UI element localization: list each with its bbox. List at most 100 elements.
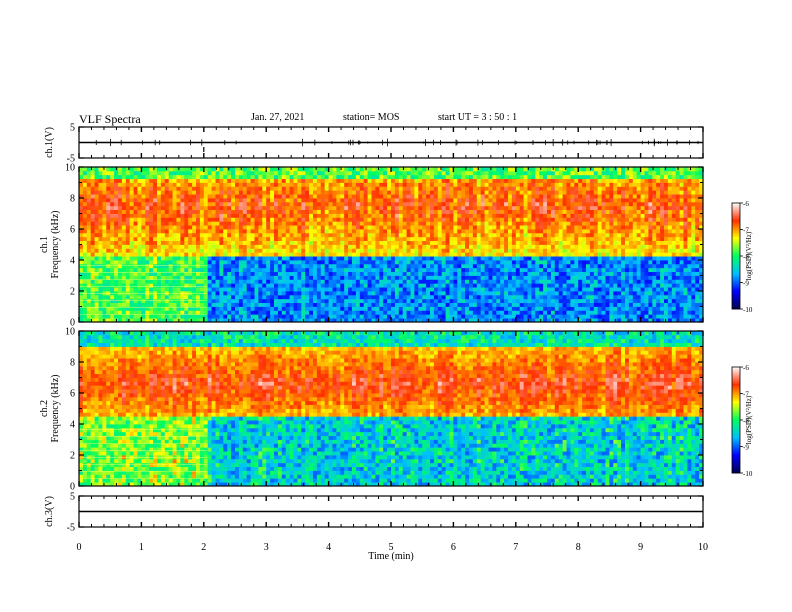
spectrogram-cell: [414, 310, 419, 315]
spectrogram-cell: [231, 194, 236, 199]
spectrogram-cell: [437, 260, 443, 265]
spectrogram-cell: [328, 275, 333, 280]
spectrogram-cell: [199, 263, 205, 269]
spectrogram-cell: [246, 283, 251, 288]
spectrogram-cell: [176, 209, 181, 214]
spectrogram-cell: [352, 291, 357, 296]
spectrogram-cell: [480, 232, 485, 238]
spectrogram-cell: [160, 318, 166, 322]
spectrogram-cell: [371, 267, 376, 273]
spectrogram-cell: [196, 310, 201, 315]
spectrogram-cell: [488, 244, 493, 249]
spectrogram-cell: [508, 182, 513, 187]
spectrogram-cell: [231, 318, 236, 322]
spectrogram-cell: [500, 271, 505, 276]
spectrogram-cell: [324, 260, 329, 265]
spectrogram-cell: [465, 298, 470, 304]
spectrogram-cell: [511, 271, 517, 276]
spectrogram-cell: [469, 314, 474, 319]
spectrogram-cell: [242, 240, 248, 245]
spectrogram-cell: [196, 248, 201, 253]
spectrogram-cell: [188, 178, 193, 183]
spectrogram-cell: [297, 314, 302, 319]
spectrogram-cell: [137, 271, 142, 276]
spectrogram-cell: [437, 294, 443, 300]
spectrogram-cell: [192, 306, 197, 311]
spectrogram-cell: [484, 221, 489, 226]
spectrogram-cell: [250, 221, 255, 226]
spectrogram-cell: [469, 186, 474, 191]
spectrogram-cell: [352, 229, 357, 234]
spectrogram-cell: [219, 174, 224, 180]
spectrogram-cell: [414, 186, 419, 191]
spectrogram-cell: [492, 213, 497, 218]
spectrogram-cell: [543, 244, 548, 249]
spectrogram-cell: [515, 198, 521, 203]
spectrogram-cell: [449, 287, 454, 292]
spectrogram-cell: [90, 283, 95, 288]
spectrogram-cell: [324, 287, 329, 292]
spectrogram-cell: [476, 318, 482, 322]
spectrogram-cell: [180, 170, 185, 176]
spectrogram-cell: [238, 182, 244, 187]
spectrogram-cell: [511, 221, 517, 226]
spectrogram-cell: [289, 194, 294, 199]
spectrogram-cell: [539, 186, 544, 191]
spectrogram-cell: [153, 279, 158, 284]
spectrogram-cell: [289, 291, 294, 296]
spectrogram-cell: [293, 217, 298, 222]
spectrogram-cell: [160, 178, 166, 183]
spectrogram-cell: [266, 252, 271, 257]
spectrogram-cell: [554, 190, 560, 195]
spectrogram-cell: [168, 229, 173, 234]
spectrogram-cell: [472, 229, 478, 234]
spectrogram-cell: [110, 194, 115, 199]
spectrogram-cell: [196, 170, 201, 176]
spectrogram-cell: [168, 260, 173, 265]
spectrogram-cell: [492, 178, 497, 183]
spectrogram-cell: [500, 201, 505, 207]
spectrogram-cell: [441, 260, 446, 265]
spectrogram-cell: [215, 248, 220, 253]
spectrogram-cell: [254, 283, 259, 288]
spectrogram-cell: [231, 302, 236, 307]
spectrogram-cell: [422, 205, 427, 211]
spectrogram-cell: [457, 201, 462, 207]
spectrogram-cell: [476, 201, 482, 207]
spectrogram-cell: [418, 167, 423, 172]
spectrogram-cell: [110, 252, 115, 257]
spectrogram-cell: [492, 318, 497, 322]
spectrogram-cell: [188, 201, 193, 207]
spectrogram-cell: [285, 194, 290, 199]
spectrogram-cell: [172, 314, 177, 319]
spectrogram-cell: [293, 225, 298, 230]
spectrogram-cell: [492, 271, 497, 276]
spectrogram-cell: [324, 283, 329, 288]
spectrogram-cell: [184, 170, 189, 176]
spectrogram-cell: [258, 306, 263, 311]
spectrogram-cell: [441, 314, 446, 319]
spectrogram-cell: [110, 232, 115, 238]
spectrogram-cell: [281, 213, 287, 218]
spectrogram-cell: [515, 182, 521, 187]
spectrogram-cell: [157, 314, 162, 319]
spectrogram-cell: [519, 275, 524, 280]
spectrogram-cell: [137, 205, 142, 211]
spectrogram-cell: [270, 283, 275, 288]
spectrogram-cell: [547, 186, 552, 191]
spectrogram-cell: [523, 318, 528, 322]
spectrogram-cell: [270, 194, 275, 199]
spectrogram-cell: [231, 291, 236, 296]
spectrogram-cell: [223, 248, 228, 253]
spectrogram-cell: [274, 252, 279, 257]
spectrogram-cell: [250, 318, 255, 322]
spectrogram-cell: [562, 236, 567, 242]
spectrogram-cell: [511, 287, 517, 292]
spectrogram-cell: [422, 263, 427, 269]
spectrogram-cell: [192, 248, 197, 253]
spectrogram-cell: [199, 190, 205, 195]
spectrogram-cell: [164, 232, 170, 238]
spectrogram-cell: [266, 271, 271, 276]
spectrogram-cell: [414, 275, 419, 280]
spectrogram-cell: [422, 213, 427, 218]
